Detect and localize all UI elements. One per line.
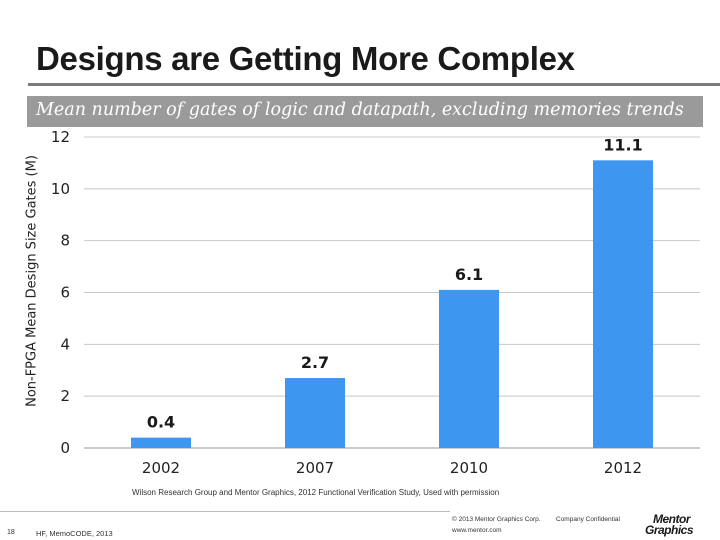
y-tick-label: 4 — [60, 335, 70, 353]
bar — [131, 437, 191, 448]
chart-subtitle: Mean number of gates of logic and datapa… — [36, 100, 684, 120]
logo-line-2: Graphics — [645, 523, 694, 537]
data-label: 6.1 — [455, 265, 483, 284]
y-tick-label: 10 — [51, 180, 70, 198]
event-label: HF, MemoCODE, 2013 — [36, 529, 113, 538]
y-tick-label: 0 — [60, 439, 70, 457]
bars-layer — [131, 160, 653, 448]
labels-layer: 0 2 4 6 8 10 12 2002 0.4 2007 2.7 2010 6.1 2012 11.1 — [51, 128, 643, 477]
y-tick-label: 12 — [51, 128, 70, 146]
x-tick-label: 2002 — [142, 459, 180, 477]
bar — [285, 378, 345, 448]
website-link[interactable]: www.mentor.com — [452, 527, 502, 534]
data-label: 0.4 — [147, 413, 175, 432]
y-tick-label: 2 — [60, 387, 70, 405]
source-note: Wilson Research Group and Mentor Graphic… — [132, 488, 500, 497]
page-number: 18 — [7, 529, 15, 536]
mentor-graphics-logo: Mentor Graphics — [645, 512, 715, 538]
data-label: 2.7 — [301, 353, 329, 372]
slide-title: Designs are Getting More Complex — [36, 40, 575, 77]
bar — [439, 289, 499, 448]
x-tick-label: 2012 — [604, 459, 642, 477]
y-tick-label: 8 — [60, 232, 70, 250]
footer-divider — [0, 511, 450, 512]
y-tick-label: 6 — [60, 284, 70, 302]
data-label: 11.1 — [603, 135, 642, 154]
copyright-text: © 2013 Mentor Graphics Corp. — [452, 516, 541, 523]
x-tick-label: 2007 — [296, 459, 334, 477]
x-tick-label: 2010 — [450, 459, 488, 477]
bar — [593, 160, 653, 448]
confidential-label: Company Confidential — [556, 516, 620, 523]
subtitle-band — [27, 96, 703, 127]
logo-line-1: Mentor — [653, 512, 691, 526]
title-divider — [28, 83, 720, 86]
